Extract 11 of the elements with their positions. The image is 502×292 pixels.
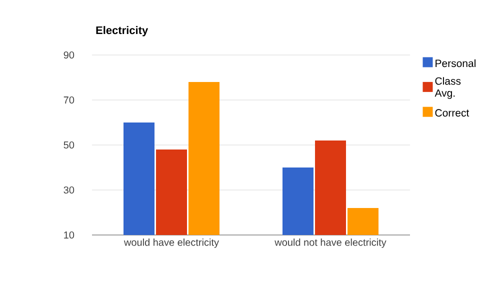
y-tick-label: 70 (64, 96, 74, 104)
chart-title: Electricity (96, 26, 148, 36)
y-tick-label: 50 (64, 141, 74, 149)
y-tick-label: 30 (64, 186, 74, 194)
y-tick-label: 10 (64, 231, 74, 239)
legend-label: Class Avg. (434, 77, 461, 99)
legend-label: Correct (435, 109, 470, 117)
x-tick-label: would have electricity (124, 238, 219, 248)
legend-label: Personal (436, 59, 476, 68)
x-tick-label: would not have electricity (274, 238, 386, 248)
y-tick-label: 90 (64, 51, 74, 59)
